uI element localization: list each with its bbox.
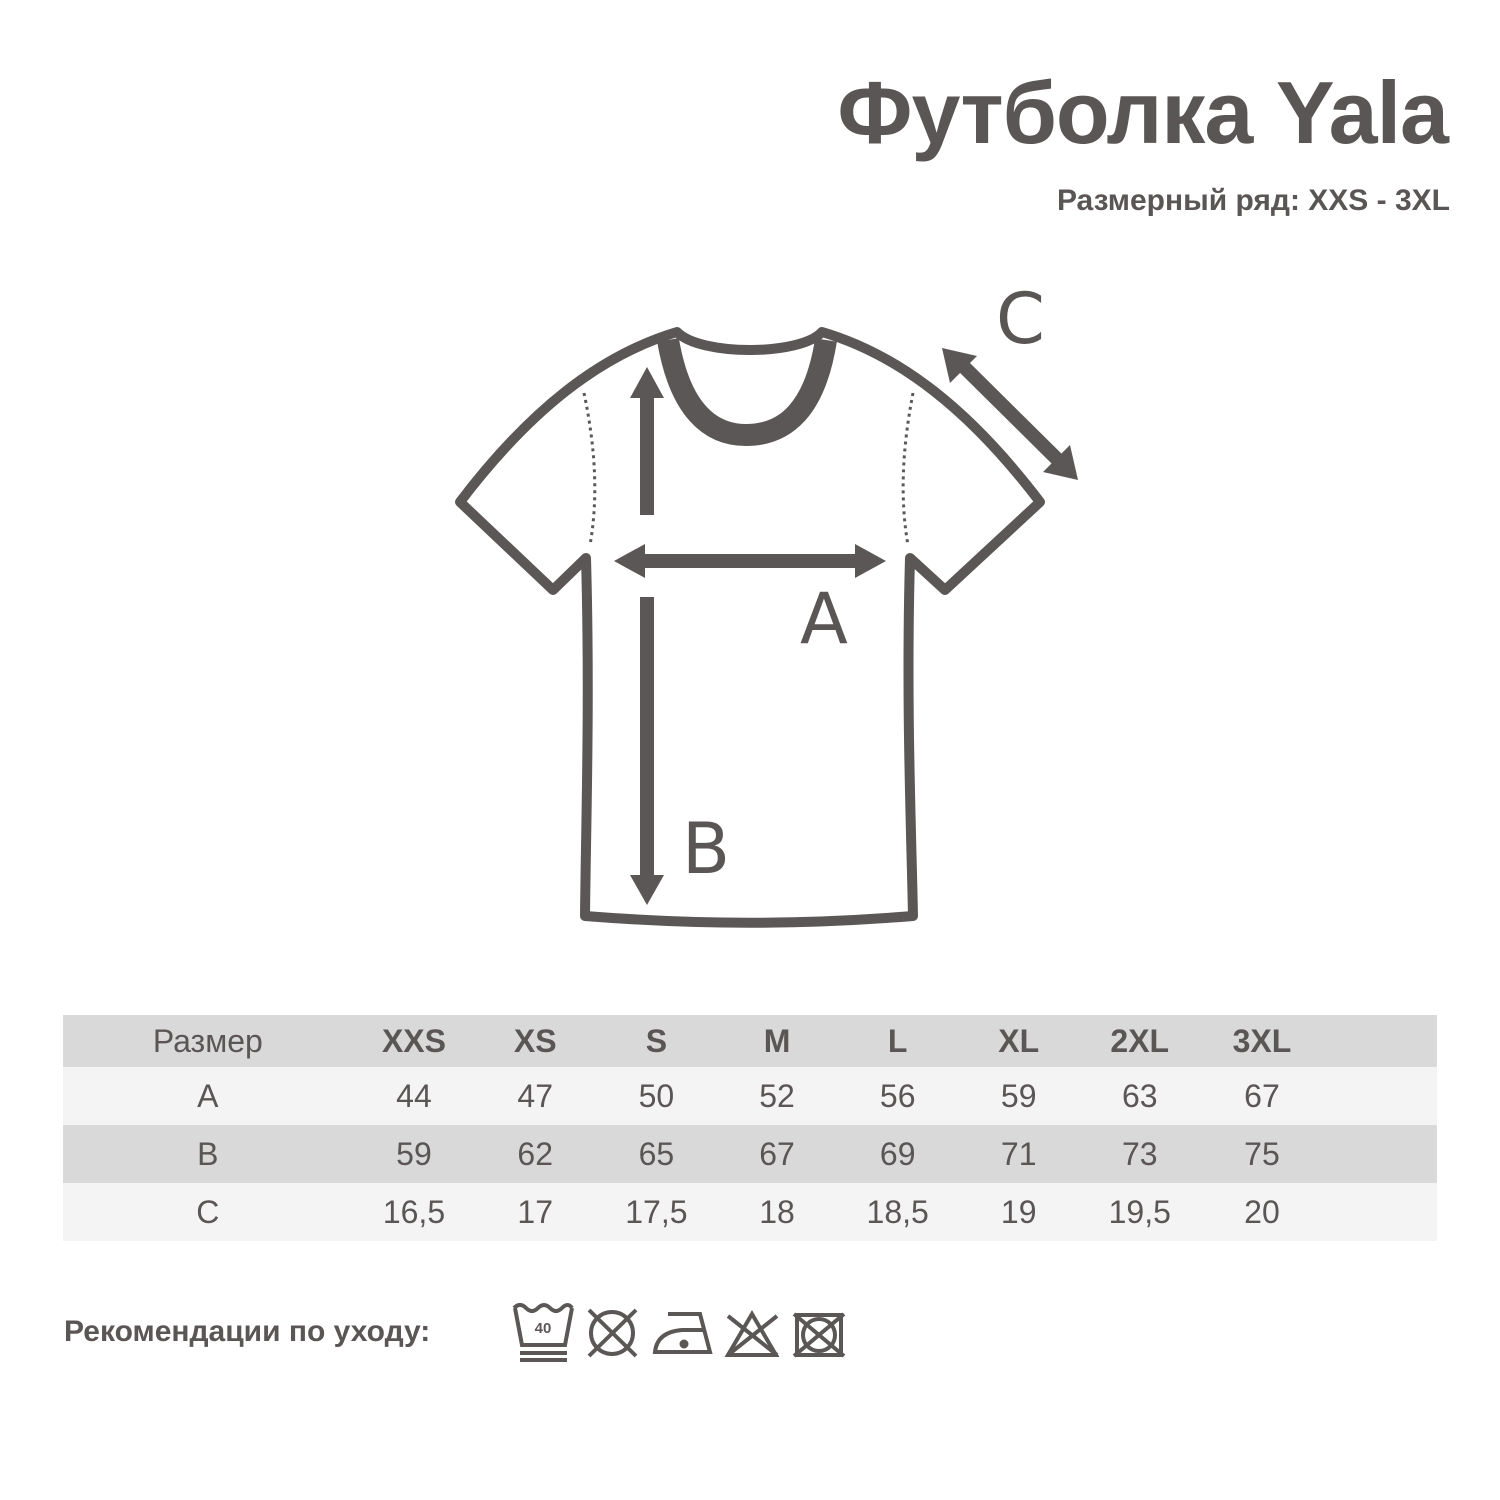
- label-c: C: [996, 278, 1045, 360]
- table-cell: 62: [475, 1125, 596, 1183]
- table-cell: 50: [595, 1067, 718, 1125]
- table-row: C 16,5 17 17,5 18 18,5 19 19,5 20: [63, 1183, 1437, 1241]
- table-cell: 18: [717, 1183, 837, 1241]
- table-header-row: Размер XXS XS S M L XL 2XL 3XL: [63, 1015, 1437, 1067]
- table-row: B 59 62 65 67 69 71 73 75: [63, 1125, 1437, 1183]
- spacer-cell: [1322, 1183, 1437, 1241]
- sleeve-seam-left: [582, 392, 597, 546]
- header-cell: XS: [475, 1015, 596, 1067]
- page-title: Футболка Yala: [837, 63, 1449, 162]
- size-table: Размер XXS XS S M L XL 2XL 3XL A 44 47 5…: [63, 1015, 1437, 1241]
- tshirt-outline: [455, 327, 1045, 928]
- table-cell: 59: [958, 1067, 1079, 1125]
- table-cell: 63: [1078, 1067, 1201, 1125]
- tshirt-diagram: [455, 327, 1078, 928]
- sleeve-arrow-c: [942, 348, 1078, 480]
- table-cell: 73: [1078, 1125, 1201, 1183]
- table-cell: 69: [836, 1125, 959, 1183]
- table-cell: C: [63, 1183, 353, 1241]
- table-cell: 67: [1200, 1067, 1323, 1125]
- label-b: B: [682, 808, 731, 890]
- table-cell: 17,5: [595, 1183, 718, 1241]
- table-cell: 17: [475, 1183, 596, 1241]
- header-cell: S: [595, 1015, 718, 1067]
- table-cell: 59: [352, 1125, 476, 1183]
- table-cell: 71: [958, 1125, 1079, 1183]
- header-cell: 3XL: [1200, 1015, 1323, 1067]
- no-dry-clean-box-icon: [792, 1312, 846, 1358]
- table-cell: 18,5: [836, 1183, 959, 1241]
- header-cell: XXS: [352, 1015, 476, 1067]
- header-cell: XL: [958, 1015, 1079, 1067]
- iron-low-icon: [652, 1312, 713, 1354]
- care-label: Рекомендации по уходу:: [64, 1315, 431, 1348]
- size-range: Размерный ряд: XXS - 3XL: [1056, 184, 1450, 217]
- table-cell: 52: [717, 1067, 837, 1125]
- no-tumble-dry-icon: [587, 1308, 638, 1358]
- header-cell: Размер: [63, 1015, 353, 1067]
- table-cell: 44: [352, 1067, 476, 1125]
- table-cell: 56: [836, 1067, 959, 1125]
- table-cell: 19,5: [1078, 1183, 1201, 1241]
- table-cell: 67: [717, 1125, 837, 1183]
- table-cell: A: [63, 1067, 353, 1125]
- label-a: A: [800, 578, 848, 660]
- table-cell: 75: [1200, 1125, 1323, 1183]
- no-bleach-icon: [724, 1310, 780, 1357]
- table-cell: 19: [958, 1183, 1079, 1241]
- wash-temp: 40: [535, 1320, 552, 1337]
- spacer-cell: [1322, 1125, 1437, 1183]
- spacer-cell: [1322, 1015, 1437, 1067]
- header-cell: M: [717, 1015, 837, 1067]
- wash-40-gentle-icon: 40: [512, 1303, 574, 1362]
- width-arrow-a: [614, 544, 886, 578]
- header-cell: L: [836, 1015, 959, 1067]
- care-icons: 40: [512, 1303, 846, 1362]
- header-cell: 2XL: [1078, 1015, 1201, 1067]
- table-cell: 47: [475, 1067, 596, 1125]
- table-cell: 16,5: [352, 1183, 476, 1241]
- table-cell: 20: [1200, 1183, 1323, 1241]
- tshirt-collar: [657, 338, 837, 446]
- sleeve-seam-right: [901, 392, 915, 546]
- table-cell: B: [63, 1125, 353, 1183]
- table-row: A 44 47 50 52 56 59 63 67: [63, 1067, 1437, 1125]
- table-cell: 65: [595, 1125, 718, 1183]
- length-arrow-b: [630, 367, 664, 905]
- spacer-cell: [1322, 1067, 1437, 1125]
